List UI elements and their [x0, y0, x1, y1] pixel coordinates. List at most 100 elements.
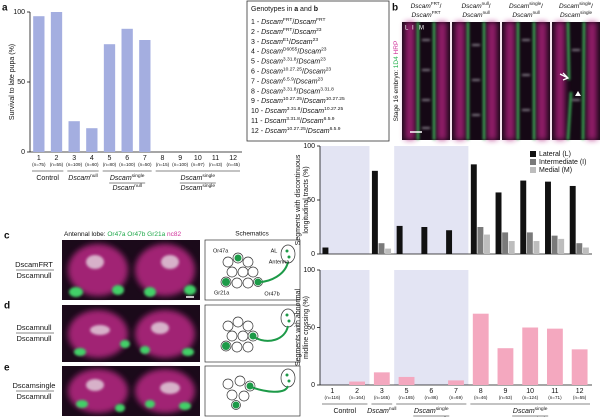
x-tick-label: 3: [72, 155, 76, 162]
text-part: FRT: [432, 10, 441, 15]
text-part: null: [134, 183, 142, 189]
legend-box: [246, 0, 390, 142]
text-part: 3.31.8: [283, 86, 297, 92]
text-part: 3.31.8: [320, 86, 334, 92]
text-part: Dscam: [462, 12, 483, 19]
bar: [502, 232, 509, 254]
x-tick-label: 6: [429, 388, 433, 395]
text-part: /: [489, 3, 491, 10]
text-part: Dscam: [16, 334, 39, 343]
x-tick-label: 5: [108, 155, 112, 162]
text-part: Dscam: [15, 260, 38, 269]
bar: [446, 230, 453, 254]
bar: [545, 181, 551, 254]
group-label: Control: [36, 175, 59, 182]
group-label: Dscamsingle: [513, 416, 548, 417]
text-part: Dscam: [261, 88, 283, 95]
text-part: Dscam: [261, 49, 283, 56]
text-part: Dscam: [261, 29, 283, 36]
panel-letter: d: [4, 301, 10, 312]
text-part: single: [535, 406, 548, 412]
row-genotype: Dscamnull: [16, 323, 51, 332]
group-label: Dscamnull: [417, 416, 446, 417]
text-part: Dscam: [181, 175, 203, 182]
group-label: Dscamsingle: [110, 173, 145, 182]
n-label: (n=50): [138, 162, 152, 167]
text-part: Dscam: [265, 128, 287, 135]
group-band: [394, 270, 469, 385]
group-label: Control: [333, 408, 356, 415]
text-part: single: [202, 183, 215, 189]
text-part: Dscam: [265, 118, 287, 125]
genotype-item: 4 - DscamD6055/Dscam23: [251, 46, 327, 55]
text-part: Dscam: [181, 185, 203, 192]
genotype-item: 12 - Dscam10.27.25/Dscam6.5.9: [251, 126, 341, 135]
text-part: Dscam: [411, 3, 432, 10]
bar: [33, 16, 45, 153]
n-label: (n=86): [425, 395, 439, 400]
text-part: 1 -: [251, 19, 261, 26]
text-part: null: [40, 271, 52, 280]
y-axis-label: midline crossing (%): [303, 296, 310, 359]
x-tick-label: 11: [551, 388, 558, 395]
text-part: /: [302, 98, 304, 105]
side-label: Stage 16 embryo: 1D4 HRP: [393, 41, 400, 122]
genotype-item: 11 - Dscam3.31.8/Dscam6.5.9: [251, 116, 335, 125]
y-tick-label: 100: [303, 143, 315, 150]
text-part: 23: [318, 76, 324, 82]
text-part: null: [389, 406, 397, 412]
group-label: Dscamsingle: [181, 183, 216, 192]
text-part: FRT: [431, 1, 440, 6]
text-part: null: [482, 1, 489, 6]
text-part: Dscam: [265, 108, 287, 115]
x-tick-label: 6: [125, 155, 129, 162]
text-part: /: [289, 39, 291, 46]
bar: [86, 128, 98, 152]
legend-header: Genotypes in a and b: [251, 6, 318, 13]
text-part: 6 -: [251, 68, 261, 75]
x-tick-label: 11: [212, 155, 219, 162]
text-part: b: [314, 6, 318, 13]
text-part: Dscam: [13, 381, 36, 390]
x-tick-label: 10: [194, 155, 202, 162]
text-part: Dscam: [261, 58, 283, 65]
text-part: single: [580, 10, 592, 15]
text-part: /: [297, 88, 299, 95]
column-title: Dscamnull/: [461, 1, 490, 10]
text-part: Dscam: [308, 128, 330, 135]
y-axis-label: Segments with discontinuous: [295, 154, 302, 245]
text-part: Dscam: [461, 3, 482, 10]
panel-letter: a: [2, 3, 8, 14]
x-tick-label: 12: [229, 155, 237, 162]
text-part: /: [297, 58, 299, 65]
schematic-label: Antenna: [269, 259, 290, 265]
tract-label: M: [419, 26, 424, 32]
text-part: Dscam: [261, 98, 283, 105]
row-genotype: Dscamnull: [16, 392, 51, 401]
text-part: FRT: [283, 27, 292, 33]
bar: [385, 248, 392, 254]
legend-swatch: [530, 159, 536, 165]
bar: [50, 12, 63, 152]
legend-swatch: [530, 167, 536, 173]
text-part: FRT: [283, 17, 292, 23]
column-title: Dscamsingle/: [559, 1, 593, 10]
text-part: single: [202, 173, 215, 179]
group-band: [320, 270, 370, 385]
bar: [322, 247, 329, 254]
text-part: 4 -: [251, 49, 261, 56]
text-part: /: [541, 3, 543, 10]
text-part: 3.31.8: [283, 56, 297, 62]
text-part: /: [297, 49, 299, 56]
text-part: single: [529, 1, 541, 6]
x-tick-label: 12: [576, 388, 584, 395]
text-part: Dscam: [298, 58, 320, 65]
text-part: 23: [316, 27, 322, 33]
y-tick-label: 0: [311, 382, 315, 389]
bar: [421, 227, 428, 254]
n-label: (n=165): [399, 395, 415, 400]
bar: [495, 192, 502, 254]
x-tick-label: 7: [143, 155, 147, 162]
column-title: DscamFRT/: [411, 1, 442, 10]
bar: [508, 241, 515, 254]
